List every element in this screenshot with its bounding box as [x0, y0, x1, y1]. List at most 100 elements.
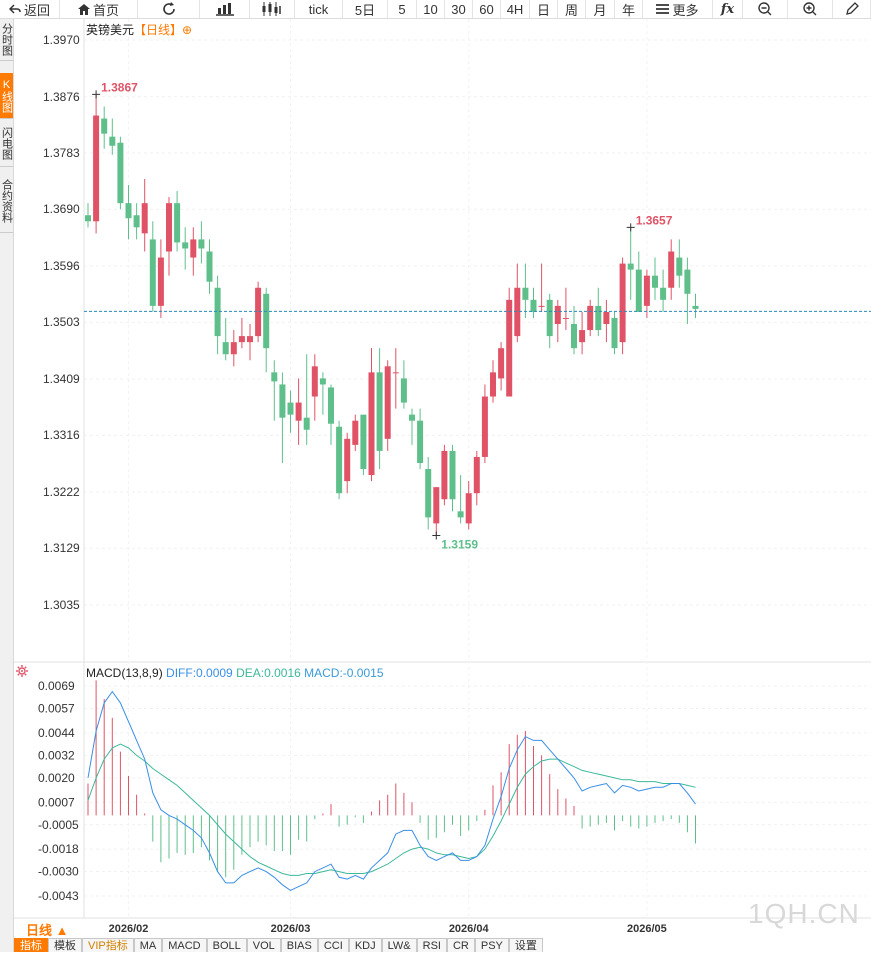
candle-body	[319, 378, 326, 385]
formula-button[interactable]: fx	[713, 0, 743, 18]
side-tab-2[interactable]: 闪电图	[0, 121, 13, 167]
candle-body	[481, 396, 488, 457]
date-tick-label: 2026/02	[109, 923, 149, 935]
indicator-tab-3[interactable]: MA	[133, 938, 163, 952]
price-tick-label: 1.3129	[43, 541, 80, 555]
zoom-in-button[interactable]	[788, 0, 833, 18]
side-tab-0[interactable]: 分时图	[0, 19, 13, 61]
indicator-tab-1[interactable]: 模板	[48, 938, 82, 952]
candle-body	[247, 336, 253, 343]
macd-tick-label: -0.0030	[38, 865, 79, 879]
candle-body	[668, 251, 675, 288]
tick-button-label: tick	[308, 1, 329, 17]
period-label: 【日线】	[134, 23, 183, 37]
period-button-7-label: 月	[593, 2, 607, 18]
candle-body	[368, 372, 375, 476]
candle-body	[417, 420, 424, 463]
zoom-out-button[interactable]	[743, 0, 788, 18]
candlestick-chart-button[interactable]	[200, 0, 250, 18]
zoom-in-icon	[803, 2, 817, 16]
candle-body	[595, 305, 602, 331]
candle-body	[174, 203, 181, 243]
indicator-tab-9[interactable]: KDJ	[348, 938, 382, 952]
period-button-2[interactable]: 30	[445, 0, 473, 18]
indicator-tab-12[interactable]: CR	[446, 938, 475, 952]
indicator-tab-13[interactable]: PSY	[474, 938, 509, 952]
price-tick-label: 1.3222	[43, 485, 80, 499]
more-icon	[656, 4, 670, 14]
candle-body	[579, 330, 586, 343]
candle-body	[425, 469, 432, 518]
macd-tick-label: 0.0044	[38, 726, 75, 740]
refresh-button[interactable]	[138, 0, 200, 18]
tick-button[interactable]: tick	[295, 0, 343, 18]
candle-body	[263, 293, 270, 349]
indicator-tab-11[interactable]: RSI	[416, 938, 447, 952]
formula-icon: fx	[720, 2, 735, 17]
period-button-3[interactable]: 60	[473, 0, 501, 18]
candle-body	[255, 287, 262, 337]
side-tab-3[interactable]: 合约资料	[0, 169, 13, 233]
indicator-tab-7[interactable]: BIAS	[280, 938, 318, 952]
bar-chart-button[interactable]	[250, 0, 295, 18]
candle-body	[344, 438, 351, 482]
candle-body	[157, 257, 164, 306]
period-button-1-label: 10	[423, 1, 438, 17]
indicator-tab-5[interactable]: BOLL	[206, 938, 247, 952]
candle-body	[287, 402, 294, 415]
candle-body	[619, 263, 626, 343]
candle-body	[101, 118, 108, 134]
period-button-1[interactable]: 10	[417, 0, 445, 18]
period-button-5[interactable]: 日	[530, 0, 558, 18]
zoom-out-icon	[758, 2, 772, 16]
diff-line	[87, 690, 696, 891]
candle-body	[303, 417, 310, 430]
candle-body	[133, 215, 140, 228]
indicator-tab-14[interactable]: 设置	[508, 938, 543, 952]
period-button-0-label: 5	[398, 1, 406, 17]
home-button-label: 首页	[92, 2, 119, 18]
candle-body	[603, 311, 610, 325]
period-button-4[interactable]: 4H	[501, 0, 530, 18]
indicator-tab-6[interactable]: VOL	[246, 938, 281, 952]
candle-body	[392, 372, 399, 374]
toolbar: 返回 首页 tick 5日 5 10 30 60 4H 日周月年 更多 fx	[0, 0, 871, 19]
back-button[interactable]: 返回	[0, 0, 60, 18]
bar-chart-icon	[261, 2, 283, 16]
circle-plus-icon[interactable]: ⊕	[182, 23, 193, 37]
price-tick-label: 1.3876	[43, 90, 80, 104]
period-button-0[interactable]: 5	[388, 0, 417, 18]
indicator-tab-10[interactable]: LW&	[381, 938, 417, 952]
low-price-label: 1.3159	[441, 538, 478, 552]
indicator-tab-0[interactable]: 指标	[14, 938, 48, 952]
period-5day-button[interactable]: 5日	[343, 0, 388, 18]
period-5day-button-label: 5日	[354, 2, 376, 18]
home-button[interactable]: 首页	[60, 0, 138, 18]
period-button-8[interactable]: 年	[615, 0, 643, 18]
more-button[interactable]: 更多	[643, 0, 713, 18]
candle-body	[627, 263, 634, 270]
indicator-tab-4[interactable]: MACD	[162, 938, 207, 952]
candle-body	[433, 487, 440, 524]
period-button-7[interactable]: 月	[586, 0, 615, 18]
period-button-6[interactable]: 周	[558, 0, 586, 18]
period-selector[interactable]: 日线 ▲	[26, 922, 69, 938]
price-tick-label: 1.3783	[43, 146, 80, 160]
candle-body	[336, 426, 343, 494]
indicator-tab-8[interactable]: CCI	[317, 938, 349, 952]
watermark: 1QH.CN	[748, 898, 860, 929]
candle-body	[93, 115, 100, 222]
indicator-tab-2[interactable]: VIP指标	[82, 938, 134, 952]
gear-icon[interactable]	[16, 665, 28, 677]
candle-body	[311, 366, 318, 397]
candle-body	[279, 384, 286, 418]
side-tab-1[interactable]: K线图	[0, 73, 13, 119]
candle-body	[571, 324, 577, 349]
macd-tick-label: -0.0005	[38, 818, 79, 832]
macd-title: MACD(13,8,9)	[86, 666, 163, 680]
macd-tick-label: 0.0020	[38, 771, 75, 785]
candle-body	[141, 203, 148, 234]
draw-tool-button[interactable]	[833, 0, 871, 18]
candle-body	[473, 456, 480, 494]
